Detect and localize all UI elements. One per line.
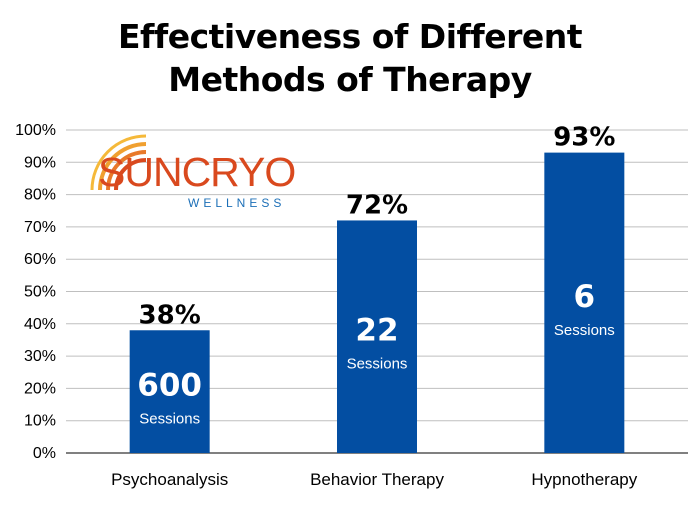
bar-sessions-count: 600 [137, 368, 202, 404]
bar-sessions-label: Sessions [139, 411, 200, 428]
logo-tagline: WELLNESS [188, 196, 286, 210]
bar-sessions-count: 22 [355, 313, 398, 349]
y-tick-label: 90% [24, 154, 56, 171]
y-tick-label: 100% [15, 122, 56, 139]
y-tick-label: 50% [24, 284, 56, 301]
y-tick-label: 40% [24, 316, 56, 333]
x-category-label: Behavior Therapy [310, 470, 444, 489]
bar-sessions-label: Sessions [554, 322, 615, 339]
y-tick-label: 20% [24, 380, 56, 397]
bar-sessions-count: 6 [574, 279, 596, 315]
sun-waves-icon [90, 134, 147, 191]
x-category-label: Hypnotherapy [531, 470, 637, 489]
bar-sessions-label: Sessions [347, 356, 408, 373]
bar-value-label: 93% [553, 123, 615, 153]
y-tick-label: 30% [24, 348, 56, 365]
suncryo-logo: SUNCRYO WELLNESS [78, 132, 308, 217]
y-tick-label: 80% [24, 187, 56, 204]
bar [544, 152, 625, 454]
bar-value-label: 72% [346, 190, 408, 220]
x-category-label: Psychoanalysis [111, 470, 228, 489]
y-tick-label: 70% [24, 219, 56, 236]
chart-title-line-1: Effectiveness of Different [117, 17, 583, 56]
bar-value-label: 38% [139, 300, 201, 330]
y-tick-label: 60% [24, 251, 56, 268]
bar [337, 220, 417, 453]
bar [129, 330, 210, 453]
chart-title-line-2: Methods of Therapy [168, 60, 532, 99]
logo-wordmark: SUNCRYO [98, 149, 296, 195]
y-tick-label: 10% [24, 413, 56, 430]
y-tick-label: 0% [33, 445, 56, 462]
